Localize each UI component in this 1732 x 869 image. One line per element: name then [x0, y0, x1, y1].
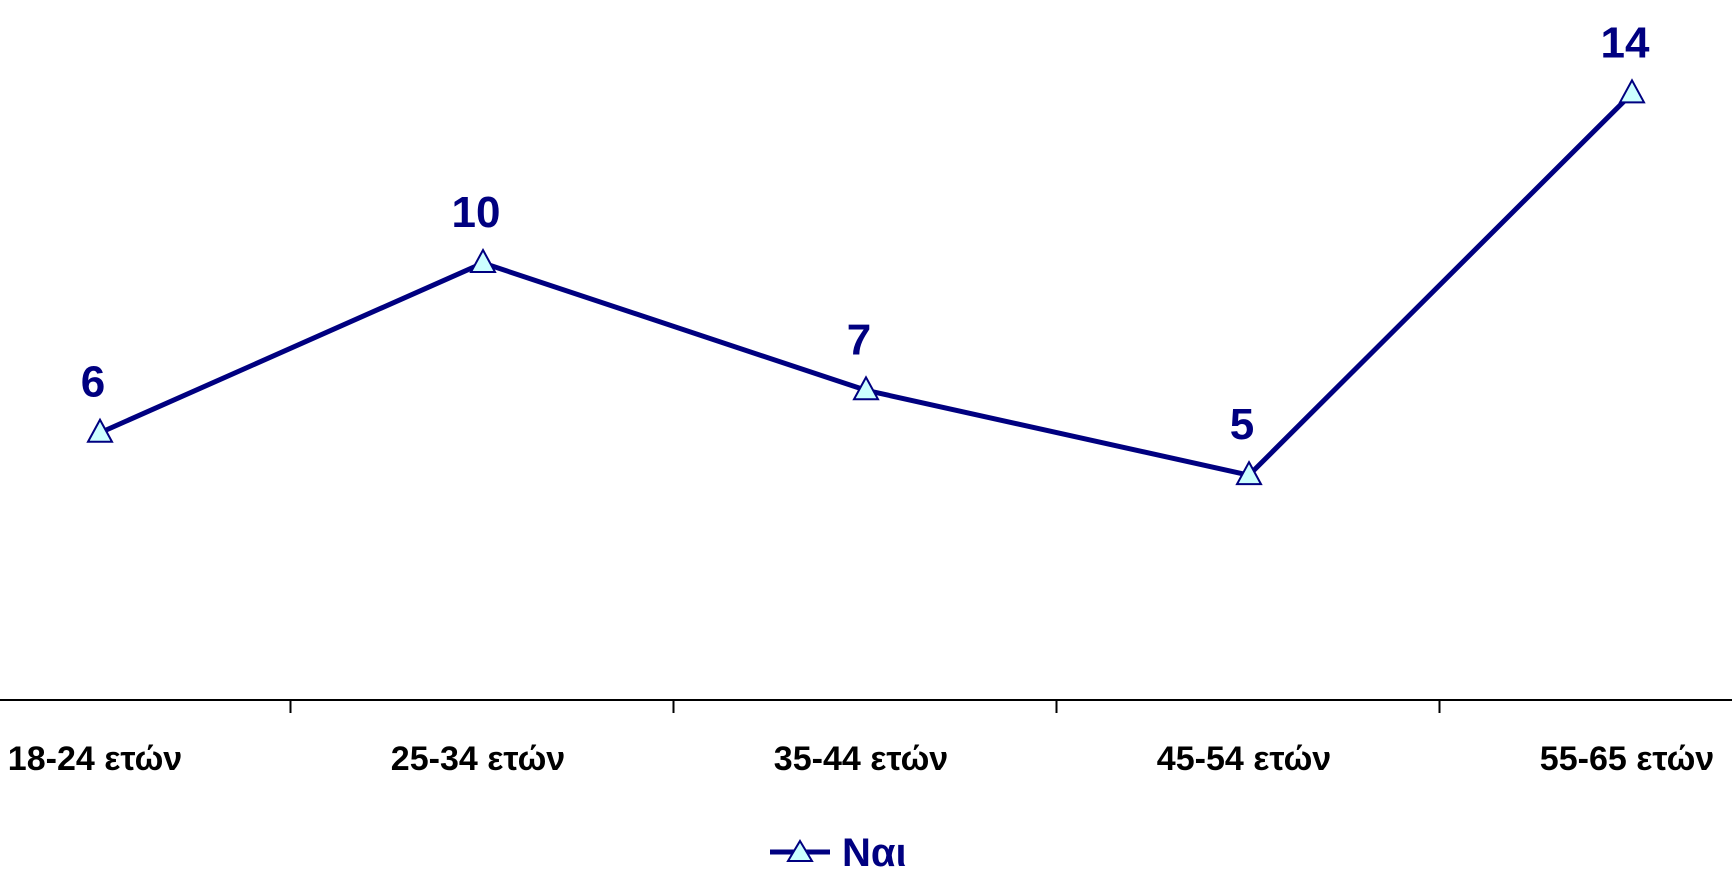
data-point-triangle-icon: [1235, 460, 1263, 486]
data-point-triangle-icon: [86, 417, 114, 443]
x-tick-label: 35-44 ετών: [774, 740, 948, 778]
data-point-triangle-icon: [852, 375, 880, 401]
data-labels: 6 10 7 5 14: [81, 18, 1650, 449]
data-point-triangle-icon: [469, 247, 497, 274]
legend: Ναι: [770, 831, 907, 869]
x-tick-label: 18-24 ετών: [8, 740, 182, 778]
legend-marker-triangle-icon: [786, 839, 814, 862]
data-label: 14: [1601, 18, 1650, 67]
data-label: 10: [452, 188, 501, 237]
x-axis-ticks: [289, 700, 1441, 713]
data-point-triangle-icon: [1618, 78, 1646, 104]
series-group: 6 10 7 5 14: [81, 18, 1650, 486]
series-line-nai: [98, 91, 1634, 478]
data-label: 6: [81, 358, 105, 407]
x-tick-label: 25-34 ετών: [391, 740, 565, 778]
legend-label: Ναι: [842, 831, 907, 869]
x-tick-label: 55-65 ετών: [1540, 740, 1714, 778]
x-axis-tick-labels: 18-24 ετών 25-34 ετών 35-44 ετών 45-54 ετών…: [8, 740, 1714, 778]
x-tick-label: 45-54 ετών: [1157, 740, 1331, 778]
series-markers: [86, 78, 1646, 486]
data-label: 7: [847, 315, 871, 364]
data-label: 5: [1230, 400, 1254, 449]
